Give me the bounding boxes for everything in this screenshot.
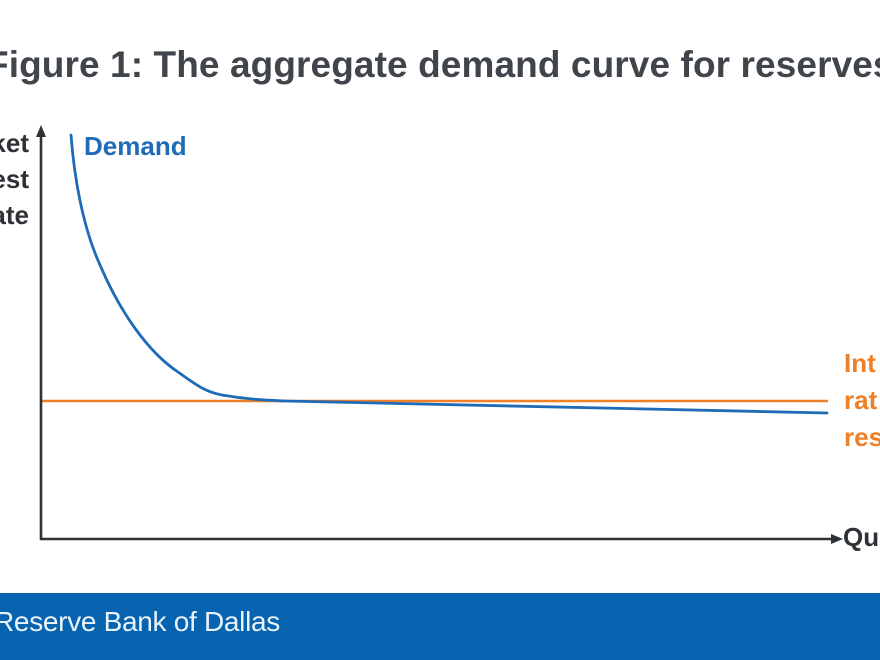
y-axis-arrow-icon — [36, 125, 46, 137]
x-axis-arrow-icon — [831, 534, 843, 544]
y-axis-label-line-1: ket — [0, 128, 29, 158]
y-axis-label: ket est ate — [0, 125, 29, 233]
y-axis-label-line-3: ate — [0, 200, 29, 230]
footer-bar: Reserve Bank of Dallas — [0, 593, 880, 660]
y-axis-label-line-2: est — [0, 164, 29, 194]
interest-rate-label-line-2: rat — [844, 385, 878, 415]
demand-label: Demand — [84, 131, 187, 161]
interest-rate-label-line-3: res — [844, 422, 880, 452]
interest-rate-label-line-1: Int — [844, 348, 876, 378]
x-axis-label: Qu — [843, 522, 880, 552]
interest-rate-label: Int rat res — [844, 345, 880, 456]
chart-title: Figure 1: The aggregate demand curve for… — [0, 44, 880, 85]
chart-plot-area — [36, 125, 843, 544]
footer-brand-text: Reserve Bank of Dallas — [0, 606, 280, 637]
demand-curve — [69, 133, 829, 415]
